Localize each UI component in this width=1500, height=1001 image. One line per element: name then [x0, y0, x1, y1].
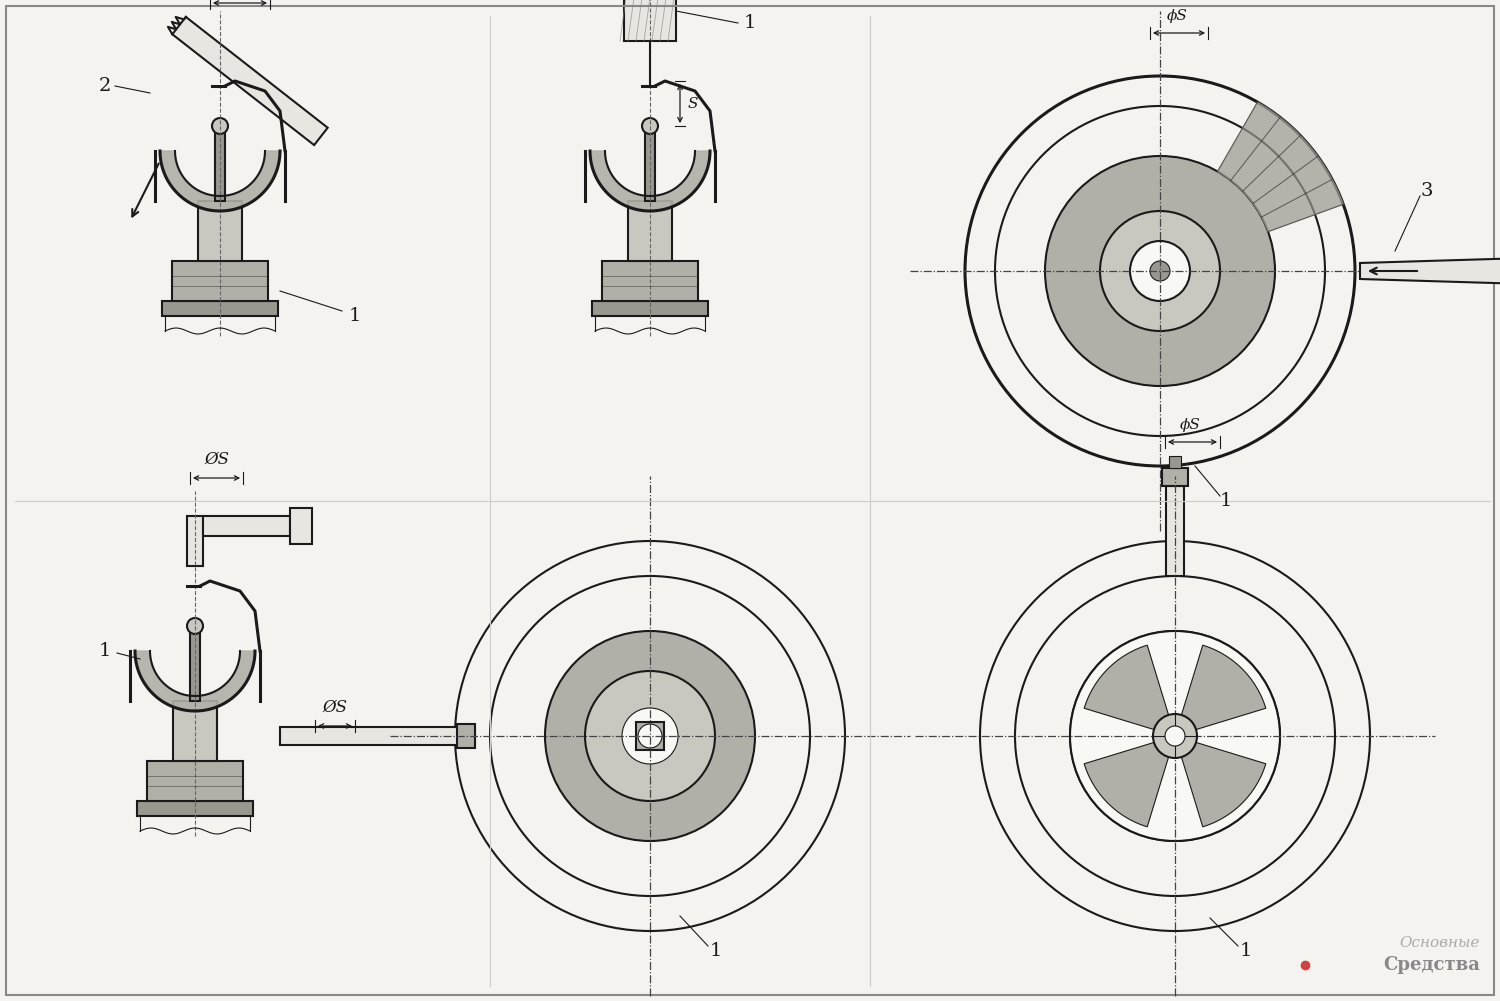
Circle shape: [188, 618, 202, 634]
Circle shape: [211, 118, 228, 134]
Polygon shape: [1182, 743, 1266, 827]
Bar: [458, 724, 476, 748]
Polygon shape: [592, 301, 708, 316]
Bar: [214, 121, 225, 201]
Circle shape: [1130, 241, 1190, 301]
Bar: [1162, 468, 1188, 486]
Polygon shape: [172, 17, 327, 145]
Text: 1: 1: [744, 14, 756, 32]
Polygon shape: [1360, 257, 1500, 285]
Bar: [188, 516, 202, 566]
Polygon shape: [628, 201, 672, 261]
Polygon shape: [147, 761, 243, 801]
Text: ϕS: ϕS: [1179, 418, 1200, 432]
Bar: [280, 727, 476, 745]
Bar: [1166, 486, 1184, 576]
Polygon shape: [602, 261, 698, 301]
Polygon shape: [135, 651, 255, 711]
Circle shape: [1154, 714, 1197, 758]
Polygon shape: [172, 261, 268, 301]
Circle shape: [642, 118, 658, 134]
Bar: [190, 621, 200, 701]
Polygon shape: [136, 801, 254, 816]
Circle shape: [1070, 631, 1280, 841]
Polygon shape: [1218, 102, 1342, 231]
Bar: [624, 0, 676, 41]
Circle shape: [1070, 631, 1280, 841]
Polygon shape: [590, 151, 710, 211]
Polygon shape: [1182, 646, 1266, 730]
Circle shape: [638, 724, 662, 748]
Text: 1: 1: [710, 942, 723, 960]
Text: 3: 3: [1420, 182, 1432, 200]
Circle shape: [1150, 261, 1170, 281]
Polygon shape: [162, 301, 278, 316]
Text: 1: 1: [99, 642, 111, 660]
Text: ϕS: ϕS: [1167, 9, 1188, 23]
Text: 1: 1: [1240, 942, 1252, 960]
Text: 2: 2: [99, 77, 111, 95]
Bar: [645, 121, 656, 201]
Text: S: S: [688, 96, 699, 110]
Polygon shape: [1084, 743, 1168, 827]
Text: ØS: ØS: [204, 451, 230, 468]
Circle shape: [1100, 211, 1220, 331]
Bar: [636, 722, 664, 750]
Text: Основные: Основные: [1400, 936, 1480, 950]
Circle shape: [1166, 726, 1185, 746]
Circle shape: [622, 708, 678, 764]
Bar: [202, 516, 290, 536]
Text: ØS: ØS: [322, 699, 348, 716]
Text: 1: 1: [350, 307, 361, 325]
Circle shape: [1046, 156, 1275, 386]
Bar: [1168, 456, 1180, 468]
Polygon shape: [1084, 646, 1168, 730]
Polygon shape: [198, 201, 242, 261]
Circle shape: [585, 671, 716, 801]
Text: 1: 1: [1220, 492, 1233, 510]
Bar: [290, 508, 312, 544]
Polygon shape: [160, 151, 280, 211]
Text: Средства: Средства: [1383, 956, 1480, 974]
Polygon shape: [172, 701, 217, 761]
Circle shape: [544, 631, 754, 841]
